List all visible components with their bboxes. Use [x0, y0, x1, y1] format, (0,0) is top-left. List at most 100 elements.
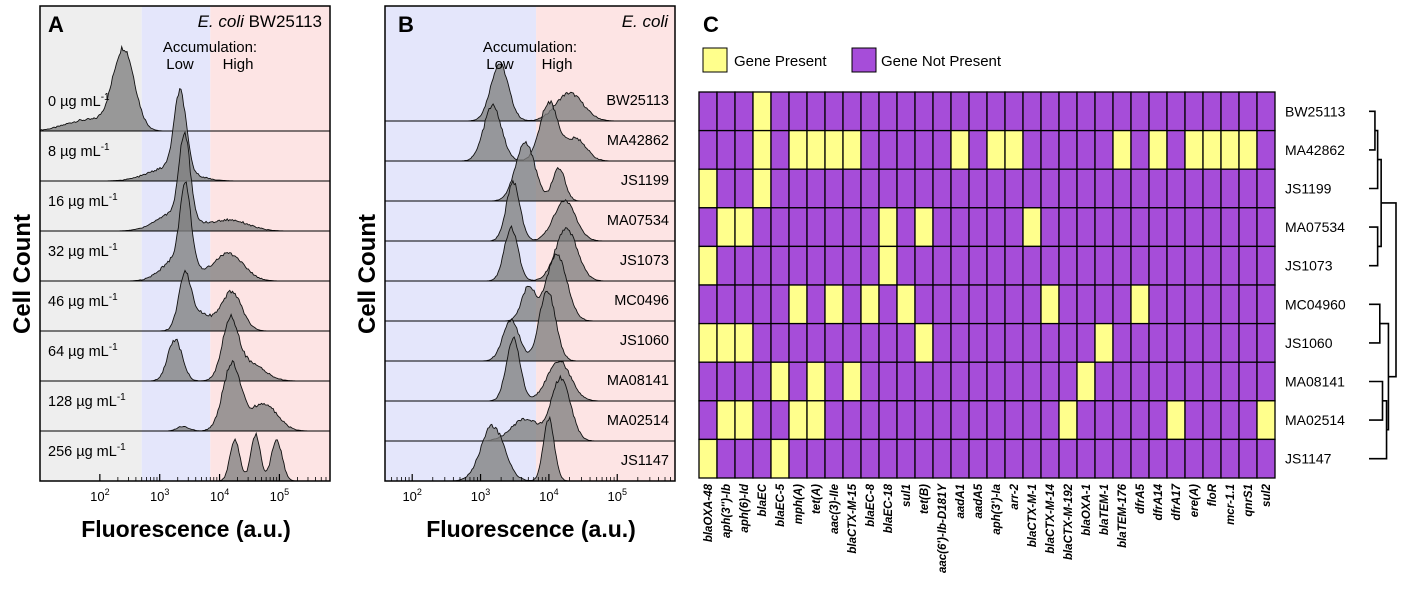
heatmap-cell [1256, 207, 1276, 248]
heatmap-cell [1256, 322, 1276, 363]
heatmap-cell [788, 284, 808, 325]
heatmap-cell [752, 322, 772, 363]
row-label: BW25113 [606, 93, 669, 109]
heatmap-cell [1076, 207, 1096, 248]
heatmap-cell [1112, 245, 1132, 286]
heatmap-cell [788, 361, 808, 402]
legend-absent-label: Gene Not Present [881, 53, 1002, 70]
gene-label: aac(3)-IIe [829, 483, 841, 533]
heatmap-cell [1094, 129, 1114, 170]
heatmap-cell [752, 400, 772, 441]
heatmap-cell [1094, 322, 1114, 363]
gene-label: blaTEM-176 [1117, 483, 1129, 548]
heatmap-cell [1076, 91, 1096, 132]
heatmap-cell [842, 129, 862, 170]
heatmap-cell [824, 207, 844, 248]
heatmap-cell [1238, 361, 1258, 402]
heatmap-cell [824, 400, 844, 441]
heatmap-cell [1022, 129, 1042, 170]
heatmap-cell [878, 284, 898, 325]
heatmap-cell [1094, 207, 1114, 248]
heatmap-cell [770, 245, 790, 286]
heatmap-cell [1112, 207, 1132, 248]
heatmap-cell [1220, 129, 1240, 170]
y-axis-label: Cell Count [9, 214, 36, 334]
heatmap-cell [914, 245, 934, 286]
gene-label: blaEC-18 [883, 483, 895, 533]
heatmap-cell [932, 438, 952, 479]
heatmap-cell [734, 91, 754, 132]
row-label: 0 µg mL-1 [48, 92, 110, 110]
heatmap-cell [770, 91, 790, 132]
heatmap-cell [1184, 400, 1204, 441]
heatmap-cell [1184, 322, 1204, 363]
heatmap-cell [1004, 91, 1024, 132]
heatmap-cell [1238, 438, 1258, 479]
histogram-row: MC0496 [385, 253, 675, 322]
heatmap-cell [878, 129, 898, 170]
x-tick-label: 105 [607, 487, 626, 504]
heatmap-cell [1112, 284, 1132, 325]
heatmap-cell [1238, 207, 1258, 248]
heatmap-cell [968, 400, 988, 441]
heatmap-cell [1040, 129, 1060, 170]
heatmap-cell [860, 438, 880, 479]
dendrogram [1369, 110, 1397, 460]
heatmap-cell [932, 284, 952, 325]
heatmap-cell [842, 438, 862, 479]
heatmap-cell [788, 245, 808, 286]
heatmap-cell [788, 168, 808, 209]
heatmap-cell [1112, 438, 1132, 479]
heatmap-cell [716, 91, 736, 132]
heatmap-cell [1256, 400, 1276, 441]
heatmap-cell [1166, 129, 1186, 170]
heatmap-cell [1220, 438, 1240, 479]
row-label: 256 µg mL-1 [48, 442, 126, 460]
heatmap-cell [770, 438, 790, 479]
heatmap-cell [716, 400, 736, 441]
heatmap-cell [734, 129, 754, 170]
gene-label: blaCTX-M-15 [847, 483, 859, 553]
dendrogram-branch [1369, 226, 1379, 267]
panel-letter: A [48, 12, 64, 37]
heatmap-cell [1130, 129, 1150, 170]
heatmap-cell [1040, 207, 1060, 248]
heatmap-cell [1166, 284, 1186, 325]
strain-label: JS1060 [1285, 335, 1333, 351]
heatmap-cell [1202, 361, 1222, 402]
gene-column-labels: blaOXA-48 aph(3'')-Ib aph(6)-Id blaEC blaEC-… [703, 483, 1273, 573]
row-label: MA42862 [607, 133, 669, 149]
panel-a: 0 µg mL-1 8 µg mL-1 16 µg mL-1 32 µg mL-1 46… [9, 5, 331, 542]
heatmap-cell [860, 400, 880, 441]
heatmap-cell [1166, 400, 1186, 441]
gene-label: blaCTX-M-14 [1045, 483, 1057, 553]
heatmap-cell [1202, 438, 1222, 479]
dendrogram-branch [1369, 303, 1381, 344]
heatmap-cell [1238, 245, 1258, 286]
heatmap-cell [1130, 438, 1150, 479]
heatmap-cell [1184, 168, 1204, 209]
heatmap-cell [1094, 245, 1114, 286]
heatmap-cell [878, 207, 898, 248]
heatmap-cell [950, 438, 970, 479]
heatmap-cell [1256, 284, 1276, 325]
heatmap-cell [1058, 361, 1078, 402]
strain-label: MA07534 [1285, 219, 1345, 235]
gene-label: dfrA5 [1135, 483, 1147, 514]
panel-b: BW25113 MA42862 JS1199 MA07534 JS1073 MC0496 J… [354, 5, 676, 542]
heatmap-cell [950, 322, 970, 363]
heatmap-cell [1058, 284, 1078, 325]
heatmap-cell [698, 400, 718, 441]
heatmap-cell [860, 168, 880, 209]
heatmap-cell [1202, 207, 1222, 248]
heatmap-cell [878, 168, 898, 209]
heatmap-cell [1112, 322, 1132, 363]
heatmap-cell [1004, 438, 1024, 479]
heatmap-cell [1040, 438, 1060, 479]
heatmap-cell [950, 284, 970, 325]
row-label: 16 µg mL-1 [48, 192, 118, 210]
gene-label: sul2 [1261, 483, 1273, 507]
heatmap-cell [1130, 361, 1150, 402]
heatmap-cell [1076, 129, 1096, 170]
heatmap-cell [1094, 438, 1114, 479]
